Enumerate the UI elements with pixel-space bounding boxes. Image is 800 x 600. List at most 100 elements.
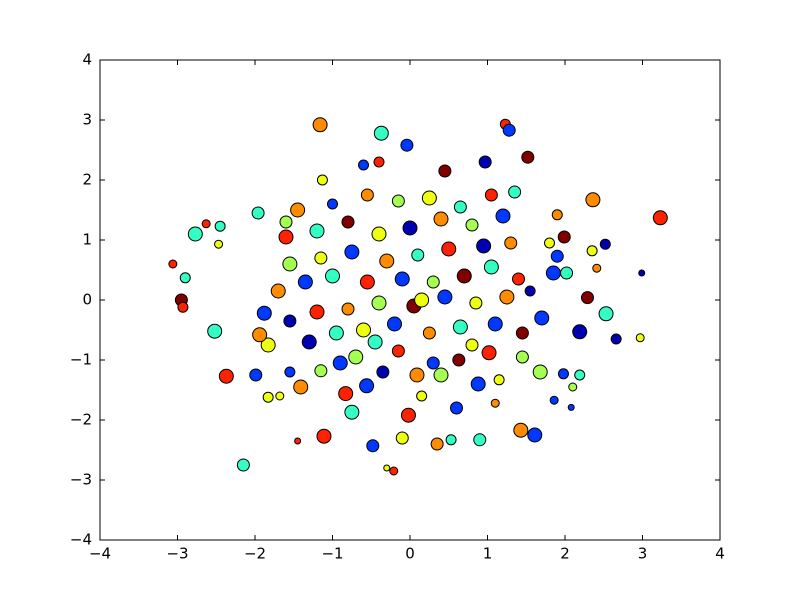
point xyxy=(338,386,354,402)
point xyxy=(426,356,440,370)
point xyxy=(309,304,325,320)
point xyxy=(476,238,492,254)
point xyxy=(360,188,374,202)
y-tick-label: −4 xyxy=(70,531,92,549)
point xyxy=(371,295,387,311)
point xyxy=(379,253,395,269)
point xyxy=(560,266,574,280)
point xyxy=(359,274,375,290)
point xyxy=(580,291,594,305)
point xyxy=(483,259,499,275)
point xyxy=(499,289,515,305)
point xyxy=(279,215,293,229)
point xyxy=(251,206,265,220)
point xyxy=(430,437,444,451)
point xyxy=(214,239,224,249)
point xyxy=(532,364,548,380)
point xyxy=(452,319,468,335)
point xyxy=(218,368,234,384)
point xyxy=(373,156,385,168)
y-tick-label: 4 xyxy=(82,51,92,69)
point xyxy=(391,194,405,208)
point xyxy=(574,369,586,381)
point xyxy=(187,226,203,242)
point xyxy=(453,200,467,214)
point xyxy=(341,302,355,316)
point xyxy=(551,209,563,221)
point xyxy=(652,210,668,226)
point xyxy=(297,274,313,290)
y-tick-label: 0 xyxy=(82,291,92,309)
point xyxy=(389,466,399,476)
point xyxy=(411,248,425,262)
point xyxy=(610,333,622,345)
point xyxy=(236,458,250,472)
point xyxy=(179,272,191,284)
point xyxy=(567,403,575,411)
point xyxy=(314,251,328,265)
point xyxy=(356,322,371,338)
point xyxy=(450,401,463,415)
point xyxy=(521,150,535,164)
x-tick-label: 0 xyxy=(405,545,415,563)
point xyxy=(383,464,391,472)
point xyxy=(599,238,611,250)
point xyxy=(592,263,602,273)
point xyxy=(391,344,405,358)
point xyxy=(400,407,416,423)
point xyxy=(438,164,452,178)
point xyxy=(493,374,505,386)
x-tick-label: 4 xyxy=(715,545,725,563)
point xyxy=(177,301,189,313)
point xyxy=(635,333,645,343)
point xyxy=(557,368,569,380)
point xyxy=(515,350,529,364)
point xyxy=(598,306,614,322)
point xyxy=(502,123,516,137)
point xyxy=(332,355,348,371)
point xyxy=(207,323,223,339)
x-tick-label: 1 xyxy=(483,545,493,563)
point xyxy=(400,138,414,152)
point xyxy=(387,316,402,332)
y-tick-label: −3 xyxy=(70,471,92,489)
point xyxy=(572,324,588,340)
x-tick-label: 2 xyxy=(560,545,570,563)
point xyxy=(312,117,328,133)
point xyxy=(515,326,529,340)
point xyxy=(638,269,646,277)
point xyxy=(421,190,437,206)
point xyxy=(270,283,286,299)
point xyxy=(260,337,276,353)
point xyxy=(316,174,328,186)
point xyxy=(470,376,486,392)
point xyxy=(469,296,483,310)
point xyxy=(414,292,430,308)
x-tick-label: −4 xyxy=(89,545,111,563)
y-tick-label: 2 xyxy=(82,171,92,189)
point xyxy=(309,223,325,239)
point xyxy=(557,230,571,244)
point xyxy=(452,353,466,367)
point xyxy=(201,219,211,229)
point xyxy=(478,155,492,169)
point xyxy=(249,368,263,382)
point xyxy=(283,314,297,328)
point xyxy=(327,198,338,210)
point xyxy=(465,218,479,232)
point xyxy=(426,275,440,289)
point xyxy=(394,271,410,287)
point xyxy=(549,395,559,405)
point xyxy=(278,229,294,245)
plot-area xyxy=(168,117,668,476)
point xyxy=(545,265,561,281)
point xyxy=(524,285,536,297)
point xyxy=(402,220,418,236)
point xyxy=(495,208,511,224)
point xyxy=(433,211,449,227)
y-tick-label: 3 xyxy=(82,111,92,129)
point xyxy=(416,390,428,402)
point xyxy=(550,249,564,263)
point xyxy=(585,192,601,208)
